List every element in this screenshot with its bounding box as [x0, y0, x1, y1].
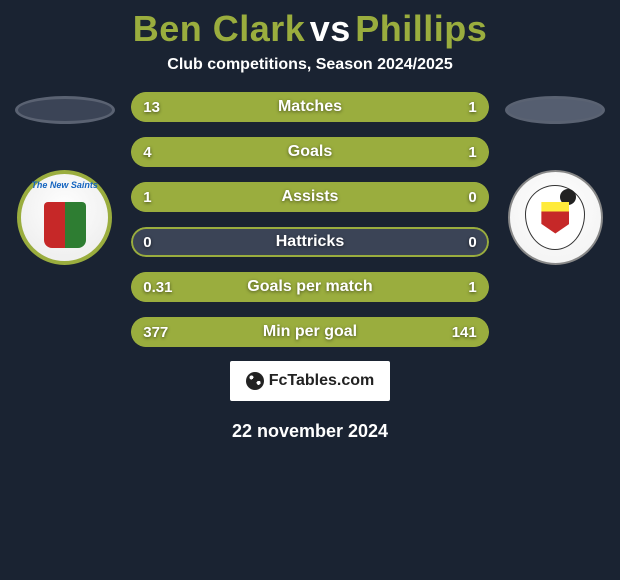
stat-label: Matches — [278, 98, 342, 116]
stat-label: Min per goal — [263, 323, 357, 341]
left-club-logo: The New Saints — [17, 170, 112, 265]
shield-icon — [44, 202, 86, 248]
vs-text: vs — [310, 8, 351, 49]
stat-row: 377 Min per goal 141 — [131, 317, 489, 347]
stat-left-value: 0 — [143, 234, 151, 251]
stat-left-value: 1 — [143, 189, 151, 206]
stat-left-value: 13 — [143, 99, 160, 116]
right-column — [501, 92, 610, 265]
stat-row: 0.31 Goals per match 1 — [131, 272, 489, 302]
player-left-name: Ben Clark — [133, 8, 306, 49]
stat-left-value: 4 — [143, 144, 151, 161]
left-ellipse-icon — [15, 96, 115, 124]
stat-right-value: 141 — [452, 324, 477, 341]
stat-row: 0 Hattricks 0 — [131, 227, 489, 257]
stat-label: Goals — [288, 143, 332, 161]
right-club-logo — [508, 170, 603, 265]
date-text: 22 november 2024 — [0, 421, 620, 442]
stat-label: Assists — [282, 188, 339, 206]
stat-right-value: 0 — [468, 189, 476, 206]
stat-right-value: 0 — [468, 234, 476, 251]
stat-right-value: 1 — [468, 144, 476, 161]
fctables-badge: FcTables.com — [230, 361, 390, 401]
subtitle: Club competitions, Season 2024/2025 — [0, 56, 620, 92]
player-right-name: Phillips — [355, 8, 487, 49]
comparison-card: Ben Clark vs Phillips Club competitions,… — [0, 0, 620, 580]
stat-right-value: 1 — [468, 99, 476, 116]
stat-row: 4 Goals 1 — [131, 137, 489, 167]
left-column: The New Saints — [10, 92, 119, 265]
stat-row: 1 Assists 0 — [131, 182, 489, 212]
stat-row: 13 Matches 1 — [131, 92, 489, 122]
right-ellipse-icon — [505, 96, 605, 124]
comparison-body: The New Saints 13 Matches 1 4 Goals 1 1 Assists… — [0, 92, 620, 347]
stat-left-value: 377 — [143, 324, 168, 341]
stat-label: Goals per match — [247, 278, 372, 296]
fctables-label: FcTables.com — [269, 372, 375, 390]
crest-icon — [525, 185, 585, 250]
stat-bars: 13 Matches 1 4 Goals 1 1 Assists 0 0 Hattricks 0 0.3… — [131, 92, 489, 347]
bar-right-fill — [417, 137, 489, 167]
stat-label: Hattricks — [276, 233, 344, 251]
title-block: Ben Clark vs Phillips — [0, 0, 620, 56]
stat-right-value: 1 — [468, 279, 476, 296]
left-logo-caption: The New Saints — [31, 180, 98, 190]
left-logo-graphic — [44, 188, 86, 248]
shield-icon — [541, 202, 569, 234]
stat-left-value: 0.31 — [143, 279, 172, 296]
football-icon — [246, 372, 264, 390]
